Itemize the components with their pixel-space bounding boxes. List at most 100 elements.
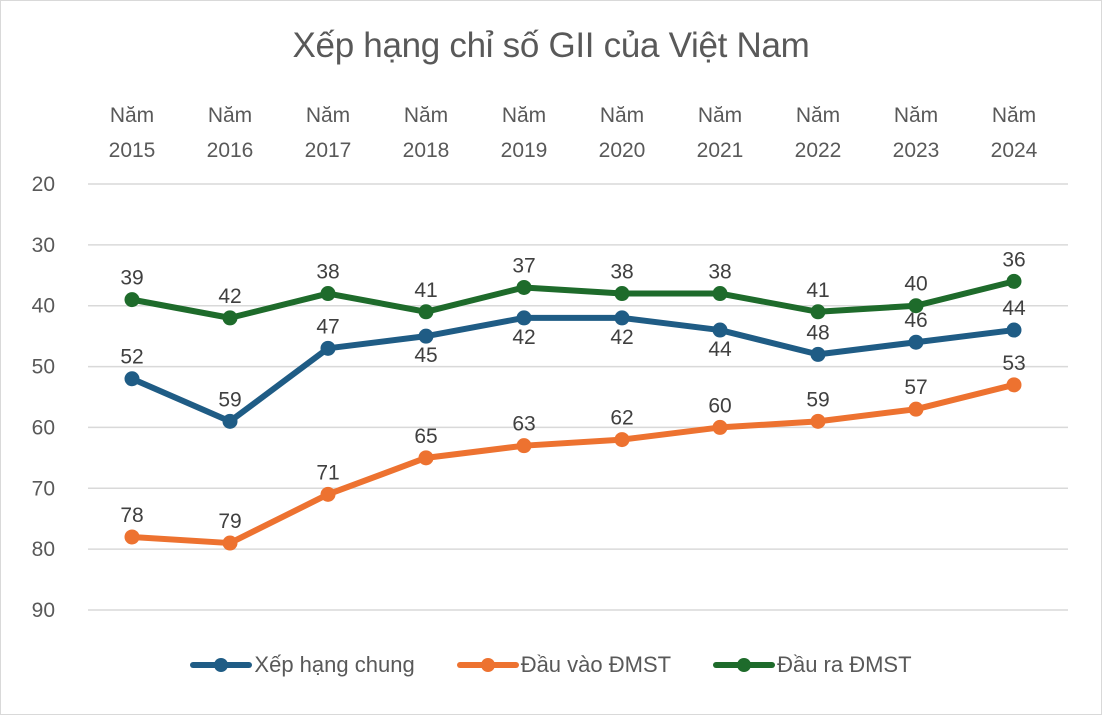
y-tick-label: 50 xyxy=(32,356,55,379)
data-point xyxy=(320,486,336,502)
data-label: 63 xyxy=(512,413,535,436)
x-tick-label: 2019 xyxy=(501,139,548,162)
x-tick-label: Năm xyxy=(894,104,938,127)
series-points xyxy=(124,273,1022,551)
data-labels: 78 79 71 65 63 62 60 59 57 53 52 59 47 45 42 42 44 48 46 44… xyxy=(120,248,1026,533)
y-tick-label: 30 xyxy=(32,234,55,257)
data-point xyxy=(614,310,630,326)
legend-item-xep-hang-chung[interactable]: Xếp hạng chung xyxy=(190,652,415,678)
data-label: 59 xyxy=(218,388,241,411)
data-point xyxy=(124,529,140,545)
legend-label: Đầu ra ĐMST xyxy=(777,652,912,677)
data-point xyxy=(222,535,238,551)
x-tick-label: 2018 xyxy=(403,139,450,162)
x-tick-label: Năm xyxy=(404,104,448,127)
data-label: 38 xyxy=(610,261,633,284)
x-tick-label: 2020 xyxy=(599,139,646,162)
data-label: 42 xyxy=(218,285,241,308)
legend: Xếp hạng chung Đầu vào ĐMST Đầu ra ĐMST xyxy=(0,652,1102,678)
data-point xyxy=(908,401,924,417)
data-point xyxy=(712,322,728,338)
x-tick-label: 2016 xyxy=(207,139,254,162)
y-tick-label: 80 xyxy=(32,538,55,561)
x-tick-label: Năm xyxy=(502,104,546,127)
data-label: 78 xyxy=(120,504,143,527)
legend-item-dau-ra-dmst[interactable]: Đầu ra ĐMST xyxy=(713,652,912,678)
x-tick-label: Năm xyxy=(306,104,350,127)
data-point xyxy=(810,413,826,429)
y-tick-label: 40 xyxy=(32,295,55,318)
data-point xyxy=(516,310,532,326)
data-label: 37 xyxy=(512,254,535,277)
data-point xyxy=(222,413,238,429)
data-label: 44 xyxy=(708,338,732,361)
data-label: 52 xyxy=(120,346,143,369)
data-label: 46 xyxy=(904,309,927,332)
data-label: 79 xyxy=(218,510,241,533)
series-line xyxy=(129,381,1017,547)
data-point xyxy=(908,298,924,314)
data-point xyxy=(1006,273,1022,289)
data-point xyxy=(124,371,140,387)
data-label: 42 xyxy=(610,326,633,349)
data-point xyxy=(908,334,924,350)
y-tick-label: 60 xyxy=(32,416,55,439)
data-label: 39 xyxy=(120,267,143,290)
chart-title: Xếp hạng chỉ số GII của Việt Nam xyxy=(292,26,810,65)
data-point xyxy=(124,292,140,308)
data-label: 41 xyxy=(414,279,437,302)
legend-label: Xếp hạng chung xyxy=(254,652,415,677)
data-label: 71 xyxy=(316,461,339,484)
data-label: 41 xyxy=(806,279,829,302)
legend-item-dau-vao-dmst[interactable]: Đầu vào ĐMST xyxy=(456,652,672,678)
data-point xyxy=(516,279,532,295)
data-point xyxy=(516,438,532,454)
data-label: 45 xyxy=(414,344,437,367)
legend-label: Đầu vào ĐMST xyxy=(520,652,672,677)
x-tick-label: 2023 xyxy=(893,139,940,162)
x-tick-label: 2024 xyxy=(991,139,1038,162)
data-label: 65 xyxy=(414,425,437,448)
legend-marker xyxy=(456,655,519,675)
data-point xyxy=(712,286,728,302)
data-point xyxy=(614,432,630,448)
y-tick-label: 90 xyxy=(32,599,55,622)
series-line xyxy=(129,278,1017,321)
x-tick-label: Năm xyxy=(796,104,840,127)
series-lines xyxy=(129,278,1017,547)
data-label: 40 xyxy=(904,273,927,296)
data-label: 62 xyxy=(610,407,633,430)
y-axis-ticks: 20 30 40 50 60 70 80 90 xyxy=(32,173,55,622)
data-point xyxy=(1006,377,1022,393)
data-point xyxy=(418,450,434,466)
data-point xyxy=(712,419,728,435)
data-label: 36 xyxy=(1002,248,1025,271)
data-label: 60 xyxy=(708,394,731,417)
x-tick-label: 2017 xyxy=(305,139,352,162)
x-tick-label: 2022 xyxy=(795,139,842,162)
data-point xyxy=(320,340,336,356)
data-point xyxy=(810,346,826,362)
data-point xyxy=(1006,322,1022,338)
data-label: 38 xyxy=(316,261,339,284)
data-point xyxy=(614,286,630,302)
x-tick-label: Năm xyxy=(110,104,154,127)
data-label: 47 xyxy=(316,315,339,338)
x-axis-ticks: Năm 2015 Năm 2016 Năm 2017 Năm 2018 Năm 2019 Năm 20… xyxy=(109,104,1038,162)
data-label: 57 xyxy=(904,376,927,399)
series-line xyxy=(129,314,1017,425)
data-point xyxy=(320,286,336,302)
data-label: 59 xyxy=(806,388,829,411)
data-point xyxy=(418,328,434,344)
data-label: 53 xyxy=(1002,352,1025,375)
legend-marker xyxy=(713,655,776,675)
data-point xyxy=(418,304,434,320)
x-tick-label: Năm xyxy=(698,104,742,127)
data-label: 44 xyxy=(1002,297,1026,320)
y-tick-label: 70 xyxy=(32,477,55,500)
x-tick-label: Năm xyxy=(208,104,252,127)
x-tick-label: 2021 xyxy=(697,139,744,162)
data-point xyxy=(222,310,238,326)
data-label: 48 xyxy=(806,321,829,344)
